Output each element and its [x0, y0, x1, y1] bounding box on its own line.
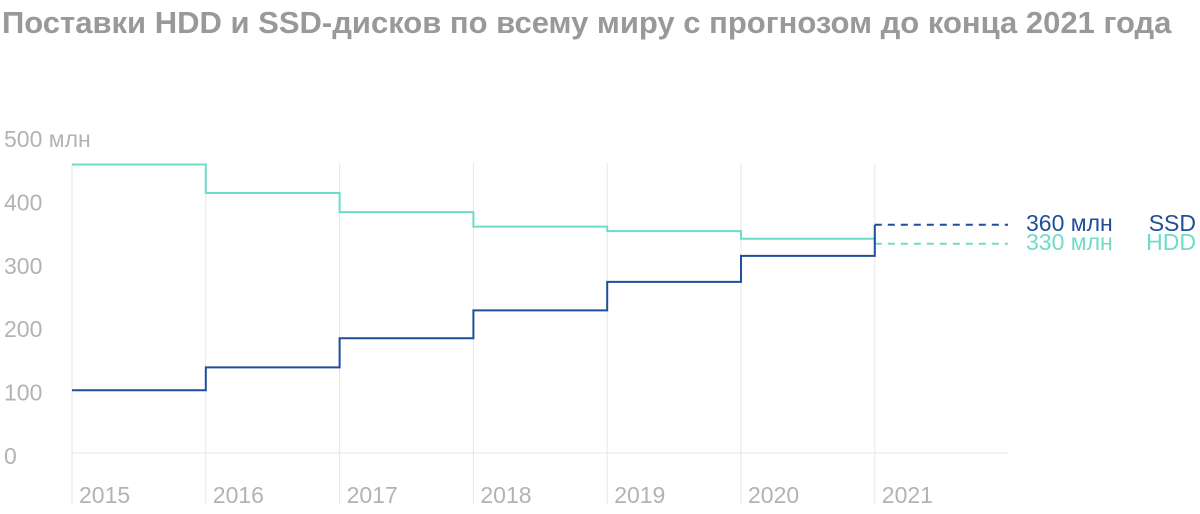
y-tick-label: 200: [4, 316, 42, 342]
series-lines: [72, 163, 1008, 392]
x-axis-ticks: 2015 2016 2017 2018 2019 2020 2021: [79, 482, 933, 508]
ssd-forecast-value-label: 360 млн: [1026, 210, 1113, 236]
hdd-forecast-value-label: 330 млн: [1026, 229, 1113, 255]
x-tick-label-2015: 2015: [79, 482, 130, 508]
x-tick-label-2019: 2019: [614, 482, 665, 508]
hdd-step-line: [72, 163, 876, 244]
hdd-series-label: HDD: [1146, 229, 1196, 255]
ssd-step-line: [72, 224, 876, 392]
forecast-labels: 330 млн HDD 360 млн SSD: [1026, 210, 1196, 255]
x-tick-label-2018: 2018: [480, 482, 531, 508]
x-tick-label-2017: 2017: [347, 482, 398, 508]
chart-title: Поставки HDD и SSD-дисков по всему миру …: [2, 5, 1172, 40]
x-tick-label-2016: 2016: [213, 482, 264, 508]
y-tick-label: 300: [4, 253, 42, 279]
x-tick-label-2020: 2020: [748, 482, 799, 508]
y-tick-label: 0: [4, 443, 17, 469]
y-tick-label: 500 млн: [4, 126, 91, 152]
grid-lines: [71, 163, 1008, 504]
x-tick-label-2021: 2021: [882, 482, 933, 508]
ssd-series-label: SSD: [1149, 210, 1196, 236]
y-tick-label: 100: [4, 380, 42, 406]
y-axis-ticks: 0 100 200 300 400 500 млн: [4, 126, 91, 469]
y-tick-label: 400: [4, 189, 42, 215]
